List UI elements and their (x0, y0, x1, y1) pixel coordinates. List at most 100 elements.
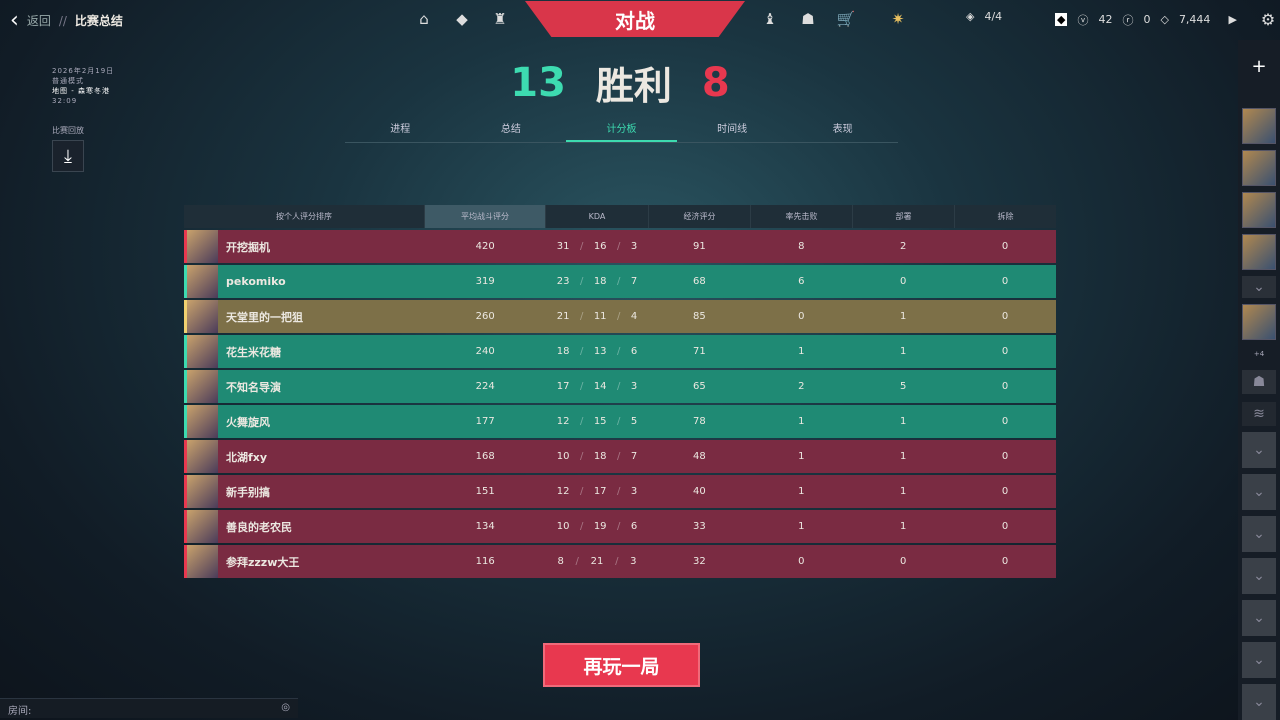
empty-friend-slot-icon[interactable]: ⌄ (1242, 642, 1276, 678)
table-row[interactable]: 花生米花糖 240 18/13/6 71 1 1 0 (184, 335, 1056, 368)
table-row[interactable]: 善良的老农民 134 10/19/6 33 1 1 0 (184, 510, 1056, 543)
econ-header[interactable]: 经济评分 (649, 205, 751, 228)
kills: 23 (556, 276, 570, 287)
tab-performance[interactable]: 表现 (832, 124, 853, 135)
chevron-left-icon: ‹ (10, 8, 19, 33)
tab-battle[interactable]: 对战 (525, 1, 745, 37)
collapse-icon[interactable]: ⌄ (1242, 276, 1276, 298)
table-row[interactable]: 不知名导演 224 17/14/3 65 2 5 0 (184, 370, 1056, 403)
econ-value: 40 (693, 486, 706, 497)
defuses-value: 0 (1001, 241, 1009, 252)
table-row[interactable]: pekomiko 319 23/18/7 68 6 0 0 (184, 265, 1056, 298)
first-blood-value: 1 (798, 521, 805, 532)
player-name[interactable]: 天堂里的一把狙 (226, 310, 303, 324)
empty-friend-slot-icon[interactable]: ⌄ (1242, 516, 1276, 552)
player-name[interactable]: 花生米花糖 (226, 345, 281, 359)
party-count[interactable]: ◈ 4/4 (966, 10, 1002, 23)
party-member-avatar[interactable] (1242, 108, 1276, 144)
plants-value: 1 (899, 486, 907, 497)
kda-value: 10/18/7 (556, 451, 638, 462)
party-member-avatar[interactable] (1242, 192, 1276, 228)
deaths: 21 (590, 556, 604, 567)
empty-friend-slot-icon[interactable]: ⌄ (1242, 558, 1276, 594)
agent-avatar (184, 370, 218, 403)
player-name[interactable]: 不知名导演 (226, 380, 281, 394)
player-name[interactable]: pekomiko (226, 275, 286, 288)
career-icon[interactable]: ♜ (493, 10, 507, 28)
agent-avatar (184, 405, 218, 438)
kingdom-icon: ◇ (1160, 13, 1169, 26)
player-name[interactable]: 开挖掘机 (226, 240, 270, 254)
first-blood-header[interactable]: 率先击败 (751, 205, 853, 228)
plants-value: 0 (899, 556, 907, 567)
player-name[interactable]: 新手别搞 (226, 485, 270, 499)
result-text: 胜利 (595, 64, 672, 108)
plants-value: 1 (899, 311, 907, 322)
defuses-value: 0 (1001, 346, 1009, 357)
kp-value: 7,444 (1178, 13, 1211, 26)
tab-timeline[interactable]: 时间线 (717, 124, 748, 135)
table-row[interactable]: 天堂里的一把狙 260 21/11/4 85 0 1 0 (184, 300, 1056, 333)
player-name[interactable]: 火舞旋风 (226, 415, 270, 429)
room-input[interactable]: 房间: ◎ (0, 698, 298, 718)
battlepass-icon[interactable]: ♝ (763, 10, 777, 28)
assists: 5 (630, 416, 638, 427)
more-friends-count[interactable]: +4 (1253, 350, 1265, 358)
our-score: 13 (510, 59, 566, 106)
battlepass-flag-icon[interactable]: ▶ (1228, 13, 1237, 26)
kills: 31 (556, 241, 570, 252)
table-row[interactable]: 火舞旋风 177 12/15/5 78 1 1 0 (184, 405, 1056, 438)
tab-summary[interactable]: 总结 (500, 124, 521, 135)
player-name[interactable]: 北湖fxy (226, 450, 268, 464)
table-header: 按个人评分排序 平均战斗评分 KDA 经济评分 率先击败 部署 拆除 (184, 205, 1056, 228)
home-icon[interactable]: ⌂ (419, 10, 429, 28)
table-row[interactable]: 参拜zzzw大王 116 8/21/3 32 0 0 0 (184, 545, 1056, 578)
tab-scoreboard[interactable]: 计分板 (566, 116, 677, 142)
empty-friend-slot-icon[interactable]: ⌄ (1242, 600, 1276, 636)
collection-icon[interactable]: ☗ (801, 10, 815, 28)
table-row[interactable]: 新手别搞 151 12/17/3 40 1 1 0 (184, 475, 1056, 508)
assists: 4 (630, 311, 638, 322)
defuses-header[interactable]: 拆除 (997, 212, 1014, 221)
enemy-score: 8 (701, 59, 730, 106)
table-row[interactable]: 北湖fxy 168 10/18/7 48 1 1 0 (184, 440, 1056, 473)
empty-friend-slot-icon[interactable]: ⌄ (1242, 474, 1276, 510)
replay-label: 比赛回放 (52, 126, 84, 135)
econ-value: 68 (693, 276, 706, 287)
store-icon[interactable]: 🛒 (836, 10, 856, 28)
add-friend-icon[interactable]: + (1251, 55, 1267, 77)
econ-value: 48 (693, 451, 706, 462)
empty-friend-slot-icon[interactable]: ⌄ (1242, 432, 1276, 468)
acs-header[interactable]: 平均战斗评分 (425, 205, 546, 228)
agents-icon[interactable]: ◆ (456, 10, 468, 28)
ghost-icon[interactable]: ☗ (1242, 370, 1276, 394)
download-replay-button[interactable]: ⤓ (52, 140, 84, 172)
sort-by-score-header[interactable]: 按个人评分排序 (184, 205, 425, 228)
defuses-value: 0 (1001, 486, 1009, 497)
table-row[interactable]: 开挖掘机 420 31/16/3 91 8 2 0 (184, 230, 1056, 263)
plants-value: 2 (899, 241, 907, 252)
kda-header[interactable]: KDA (546, 205, 649, 228)
defuses-value: 0 (1001, 416, 1009, 427)
kills: 17 (556, 381, 570, 392)
player-name[interactable]: 参拜zzzw大王 (226, 555, 300, 569)
settings-icon[interactable]: ⚙ (1260, 10, 1276, 29)
tab-progress[interactable]: 进程 (390, 124, 411, 135)
empty-friend-slot-icon[interactable]: ⌄ (1242, 684, 1276, 720)
friend-avatar[interactable] (1242, 304, 1276, 340)
card-icon[interactable]: ◆ (1055, 13, 1068, 26)
party-member-avatar[interactable] (1242, 234, 1276, 270)
back-button[interactable]: ‹ 返回 // 比赛总结 (10, 8, 123, 33)
plants-value: 0 (899, 276, 907, 287)
wifi-icon[interactable]: ≋ (1242, 402, 1276, 426)
player-name[interactable]: 善良的老农民 (226, 520, 292, 534)
play-again-button[interactable]: 再玩一局 (543, 643, 700, 687)
party-member-avatar[interactable] (1242, 150, 1276, 186)
deaths: 11 (593, 311, 607, 322)
kda-value: 18/13/6 (556, 346, 638, 357)
back-label[interactable]: 返回 (26, 14, 51, 28)
voice-icon[interactable]: ◎ (281, 702, 290, 713)
rank-icon[interactable]: ✷ (891, 10, 905, 28)
plants-header[interactable]: 部署 (853, 205, 955, 228)
kda-value: 17/14/3 (556, 381, 638, 392)
